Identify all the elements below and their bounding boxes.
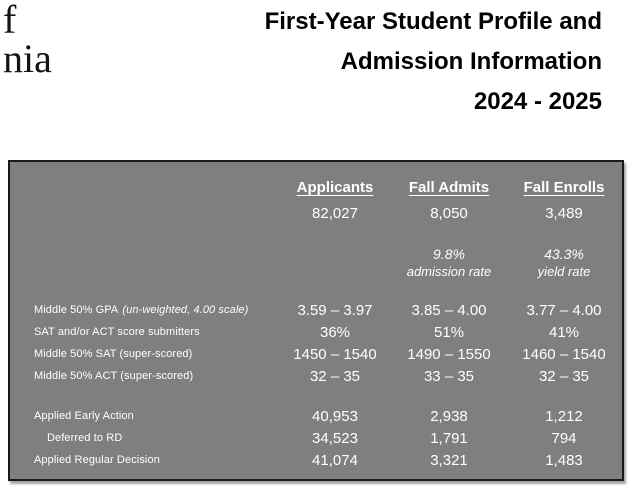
gpa-fall-admits: 3.85 – 4.00 bbox=[411, 301, 487, 319]
gpa-applicants: 3.59 – 3.97 bbox=[297, 301, 373, 319]
early-action-applicants: 40,953 bbox=[312, 407, 358, 425]
title-line-1: First-Year Student Profile and bbox=[264, 8, 602, 35]
sat-fall-admits: 1490 – 1550 bbox=[407, 345, 491, 363]
column-header-fall-admits: Fall Admits bbox=[408, 179, 490, 196]
submitters-fall-enrolls: 41% bbox=[548, 323, 580, 341]
row-label-act: Middle 50% ACT (super-scored) bbox=[34, 370, 194, 382]
gpa-fall-enrolls: 3.77 – 4.00 bbox=[526, 301, 602, 319]
act-fall-admits: 33 – 35 bbox=[423, 367, 475, 385]
row-label-sat: Middle 50% SAT (super-scored) bbox=[34, 348, 193, 360]
submitters-fall-admits: 51% bbox=[433, 323, 465, 341]
row-label-gpa: Middle 50% GPA (un-weighted, 4.00 scale) bbox=[34, 304, 249, 316]
table-row-deferred: Deferred to RD 34,523 1,791 794 bbox=[10, 427, 622, 449]
admission-data-table: Applicants Fall Admits Fall Enrolls 82,0… bbox=[8, 160, 624, 481]
sat-applicants: 1450 – 1540 bbox=[293, 345, 377, 363]
row-label-gpa-note: (un-weighted, 4.00 scale) bbox=[122, 304, 249, 316]
act-applicants: 32 – 35 bbox=[309, 367, 361, 385]
table-row-gpa: Middle 50% GPA (un-weighted, 4.00 scale) … bbox=[10, 299, 622, 321]
table-row-sat: Middle 50% SAT (super-scored) 1450 – 154… bbox=[10, 343, 622, 365]
page-title: First-Year Student Profile and Admission… bbox=[265, 2, 602, 122]
table-row-early-action: Applied Early Action 40,953 2,938 1,212 bbox=[10, 405, 622, 427]
title-line-2: Admission Information bbox=[340, 48, 602, 75]
spacer bbox=[10, 283, 622, 299]
row-label-deferred: Deferred to RD bbox=[47, 432, 123, 444]
table-row-score-submitters: SAT and/or ACT score submitters 36% 51% … bbox=[10, 321, 622, 343]
yield-rate-cell: 43.3% yield rate bbox=[506, 245, 622, 280]
yield-rate-value: 43.3% bbox=[544, 246, 584, 262]
act-fall-enrolls: 32 – 35 bbox=[538, 367, 590, 385]
total-fall-enrolls: 3,489 bbox=[545, 205, 583, 222]
column-header-fall-enrolls: Fall Enrolls bbox=[523, 179, 605, 196]
totals-row: 82,027 8,050 3,489 bbox=[10, 200, 622, 227]
regular-decision-applicants: 41,074 bbox=[312, 451, 358, 469]
university-wordmark-fragment: f nia bbox=[3, 0, 52, 81]
spacer bbox=[10, 387, 622, 405]
rates-row: 9.8% admission rate 43.3% yield rate bbox=[10, 245, 622, 283]
row-label-early-action: Applied Early Action bbox=[34, 410, 134, 422]
regular-decision-fall-admits: 3,321 bbox=[430, 451, 468, 469]
deferred-fall-enrolls: 794 bbox=[551, 429, 577, 447]
spacer bbox=[10, 227, 622, 245]
column-header-applicants: Applicants bbox=[296, 179, 374, 196]
total-applicants: 82,027 bbox=[312, 205, 358, 222]
title-line-3: 2024 - 2025 bbox=[473, 88, 602, 115]
admission-rate-value: 9.8% bbox=[433, 246, 465, 262]
table-row-regular-decision: Applied Regular Decision 41,074 3,321 1,… bbox=[10, 449, 622, 471]
table-row-act: Middle 50% ACT (super-scored) 32 – 35 33… bbox=[10, 365, 622, 387]
deferred-applicants: 34,523 bbox=[312, 429, 358, 447]
regular-decision-fall-enrolls: 1,483 bbox=[545, 451, 583, 469]
table-header-row: Applicants Fall Admits Fall Enrolls bbox=[10, 175, 622, 200]
yield-rate-label: yield rate bbox=[537, 264, 591, 279]
wordmark-line-2: nia bbox=[3, 36, 52, 81]
admission-rate-label: admission rate bbox=[406, 264, 492, 279]
early-action-fall-enrolls: 1,212 bbox=[545, 407, 583, 425]
early-action-fall-admits: 2,938 bbox=[430, 407, 468, 425]
wordmark-line-1: f bbox=[3, 0, 17, 42]
deferred-fall-admits: 1,791 bbox=[430, 429, 468, 447]
admission-rate-cell: 9.8% admission rate bbox=[392, 245, 506, 280]
sat-fall-enrolls: 1460 – 1540 bbox=[522, 345, 606, 363]
row-label-regular-decision: Applied Regular Decision bbox=[34, 454, 160, 466]
submitters-applicants: 36% bbox=[319, 323, 351, 341]
row-label-score-submitters: SAT and/or ACT score submitters bbox=[34, 326, 200, 338]
total-fall-admits: 8,050 bbox=[430, 205, 468, 222]
